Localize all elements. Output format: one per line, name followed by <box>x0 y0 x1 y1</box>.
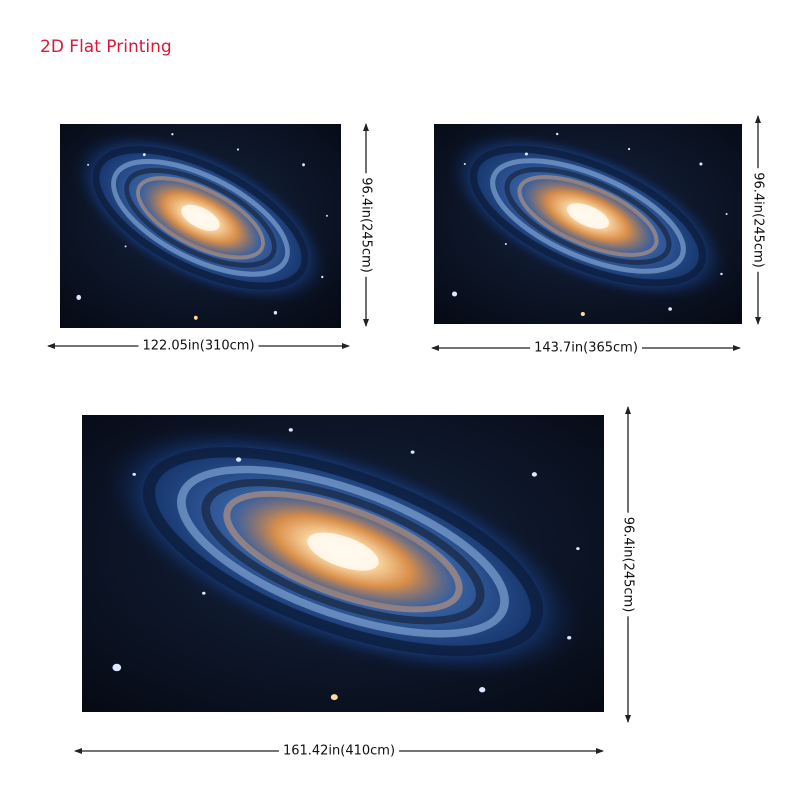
width-label: 143.7in(365cm) <box>534 341 638 356</box>
galaxy-art <box>420 95 756 338</box>
label-backdrop <box>138 337 259 355</box>
panels: 122.05in(310cm)96.4in(245cm)143.7in(365c… <box>47 94 767 760</box>
galaxy-print <box>47 94 354 341</box>
width-label: 161.42in(410cm) <box>283 744 395 759</box>
label-backdrop <box>278 742 400 760</box>
panel: 143.7in(365cm) 96.4in(245cm) <box>420 95 767 357</box>
galaxy-print <box>58 371 628 731</box>
galaxy-print <box>420 95 756 338</box>
label-backdrop <box>619 512 637 617</box>
height-label: 96.4in(245cm) <box>621 517 636 613</box>
label-backdrop <box>749 168 767 272</box>
panel: 161.42in(410cm) 96.4in(245cm) <box>58 371 637 760</box>
label-backdrop <box>530 339 642 357</box>
label-backdrop <box>357 173 375 277</box>
title: 2D Flat Printing <box>40 37 172 57</box>
galaxy-art <box>58 371 628 731</box>
width-label: 122.05in(310cm) <box>142 339 254 354</box>
height-label: 96.4in(245cm) <box>359 177 374 273</box>
galaxy-art <box>47 94 354 341</box>
panel: 122.05in(310cm) 96.4in(245cm) <box>47 94 375 355</box>
height-label: 96.4in(245cm) <box>751 172 766 268</box>
